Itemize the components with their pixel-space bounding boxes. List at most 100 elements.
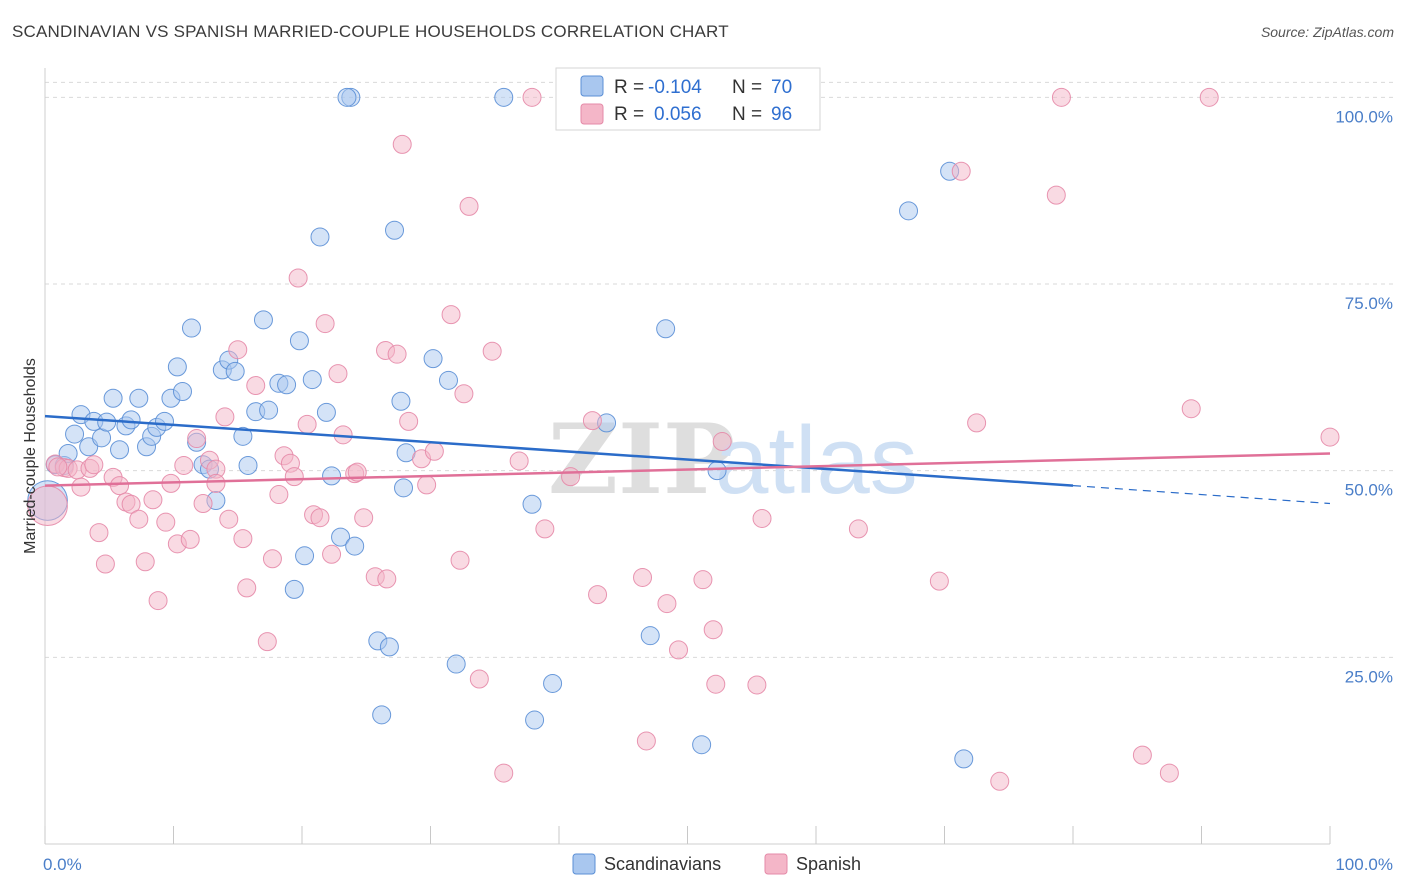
scandinavian-point bbox=[277, 375, 297, 395]
spanish-point bbox=[1132, 745, 1152, 765]
spanish-point bbox=[354, 508, 374, 528]
spanish-point bbox=[288, 268, 308, 288]
legend-r-value-1: -0.104 bbox=[648, 77, 702, 98]
scandinavian-point bbox=[522, 494, 542, 514]
spanish-point bbox=[297, 414, 317, 434]
series-legend-label-scandinavians: Scandinavians bbox=[604, 854, 721, 874]
y-tick-label: 25.0% bbox=[1345, 667, 1393, 686]
spanish-point bbox=[441, 305, 461, 325]
spanish-point bbox=[424, 441, 444, 461]
spanish-point bbox=[929, 571, 949, 591]
spanish-point bbox=[535, 519, 555, 539]
legend-swatch-spanish bbox=[580, 103, 604, 125]
spanish-trend-line bbox=[44, 452, 1331, 487]
spanish-point bbox=[156, 512, 176, 532]
spanish-point bbox=[1181, 399, 1201, 419]
scandinavian-point bbox=[322, 466, 342, 486]
spanish-point bbox=[262, 549, 282, 569]
scandinavian-point bbox=[181, 318, 201, 338]
scandinavian-point bbox=[331, 527, 351, 547]
spanish-point bbox=[990, 771, 1010, 791]
spanish-point bbox=[469, 669, 489, 689]
y-tick-label: 50.0% bbox=[1345, 481, 1393, 500]
scandinavian-point bbox=[103, 388, 123, 408]
spanish-point bbox=[509, 451, 529, 471]
spanish-point bbox=[1159, 763, 1179, 783]
legend-n-value-1: 70 bbox=[771, 77, 792, 98]
series-legend-swatch-spanish bbox=[764, 853, 788, 875]
spanish-point bbox=[246, 376, 266, 396]
spanish-point bbox=[387, 344, 407, 364]
scandinavian-point bbox=[707, 461, 727, 481]
spanish-point bbox=[561, 467, 581, 487]
scandinavian-point bbox=[253, 310, 273, 330]
spanish-point bbox=[84, 455, 104, 475]
spanish-point bbox=[180, 529, 200, 549]
scandinavian-point bbox=[155, 411, 175, 431]
legend-r-value-2: 0.056 bbox=[654, 104, 702, 125]
spanish-point bbox=[71, 477, 91, 497]
scandinavian-point bbox=[302, 370, 322, 390]
y-tick-label: 100.0% bbox=[1335, 107, 1393, 126]
watermark-zip: ZIP bbox=[548, 403, 735, 516]
scandinavian-point bbox=[391, 391, 411, 411]
scandinavian-point bbox=[446, 654, 466, 674]
y-tick-labels: 25.0% 50.0% 75.0% 100.0% bbox=[1335, 107, 1393, 686]
spanish-point bbox=[848, 519, 868, 539]
scandinavian-point bbox=[379, 637, 399, 657]
spanish-point bbox=[1046, 185, 1066, 205]
scandinavian-point bbox=[543, 673, 563, 693]
spanish-point bbox=[633, 567, 653, 587]
spanish-point bbox=[215, 407, 235, 427]
legend-swatch-scandinavians bbox=[580, 75, 604, 97]
scandinavian-point bbox=[525, 710, 545, 730]
spanish-point bbox=[494, 763, 514, 783]
scandinavian-point bbox=[692, 735, 712, 755]
scandinavian-point bbox=[385, 220, 405, 240]
scandinavian-trend-line bbox=[44, 414, 1074, 487]
spanish-point bbox=[95, 554, 115, 574]
spanish-point bbox=[377, 569, 397, 589]
spanish-point bbox=[206, 473, 226, 493]
scandinavian-point bbox=[238, 455, 258, 475]
scandinavian-point bbox=[284, 579, 304, 599]
scandinavian-point bbox=[316, 402, 336, 422]
scandinavian-point bbox=[172, 382, 192, 402]
series-legend: Scandinavians Spanish bbox=[572, 853, 861, 875]
spanish-point bbox=[712, 432, 732, 452]
scandinavian-point bbox=[372, 705, 392, 725]
spanish-point bbox=[1320, 427, 1340, 447]
scandinavian-point bbox=[295, 546, 315, 566]
spanish-point bbox=[636, 731, 656, 751]
scandinavian-point bbox=[423, 349, 443, 369]
spanish-point bbox=[135, 552, 155, 572]
spanish-point bbox=[657, 594, 677, 614]
chart-source: Source: ZipAtlas.com bbox=[1260, 24, 1394, 40]
x-tick-label-max: 100.0% bbox=[1335, 855, 1393, 874]
scandinavian-point bbox=[438, 370, 458, 390]
trend-lines bbox=[44, 414, 1331, 505]
scandinavian-point bbox=[110, 440, 130, 460]
scandinavian-point bbox=[640, 626, 660, 646]
scandinavian-point bbox=[233, 426, 253, 446]
x-tick-label-min: 0.0% bbox=[43, 855, 82, 874]
spanish-point bbox=[121, 494, 141, 514]
spanish-point bbox=[237, 578, 257, 598]
spanish-point bbox=[450, 550, 470, 570]
spanish-point bbox=[703, 620, 723, 640]
spanish-point bbox=[193, 494, 213, 514]
spanish-point bbox=[110, 476, 130, 496]
spanish-point bbox=[148, 591, 168, 611]
spanish-point bbox=[89, 523, 109, 543]
legend-n-label-2: N = bbox=[732, 104, 762, 125]
spanish-point bbox=[228, 340, 248, 360]
spanish-point bbox=[269, 485, 289, 505]
legend-n-label-1: N = bbox=[732, 77, 762, 98]
scandinavian-point bbox=[345, 536, 365, 556]
scandinavian-point bbox=[259, 400, 279, 420]
spanish-point bbox=[328, 364, 348, 384]
spanish-point bbox=[588, 585, 608, 605]
y-axis-title: Married-couple Households bbox=[22, 358, 39, 554]
legend-n-value-2: 96 bbox=[771, 104, 792, 125]
scandinavian-point bbox=[167, 357, 187, 377]
